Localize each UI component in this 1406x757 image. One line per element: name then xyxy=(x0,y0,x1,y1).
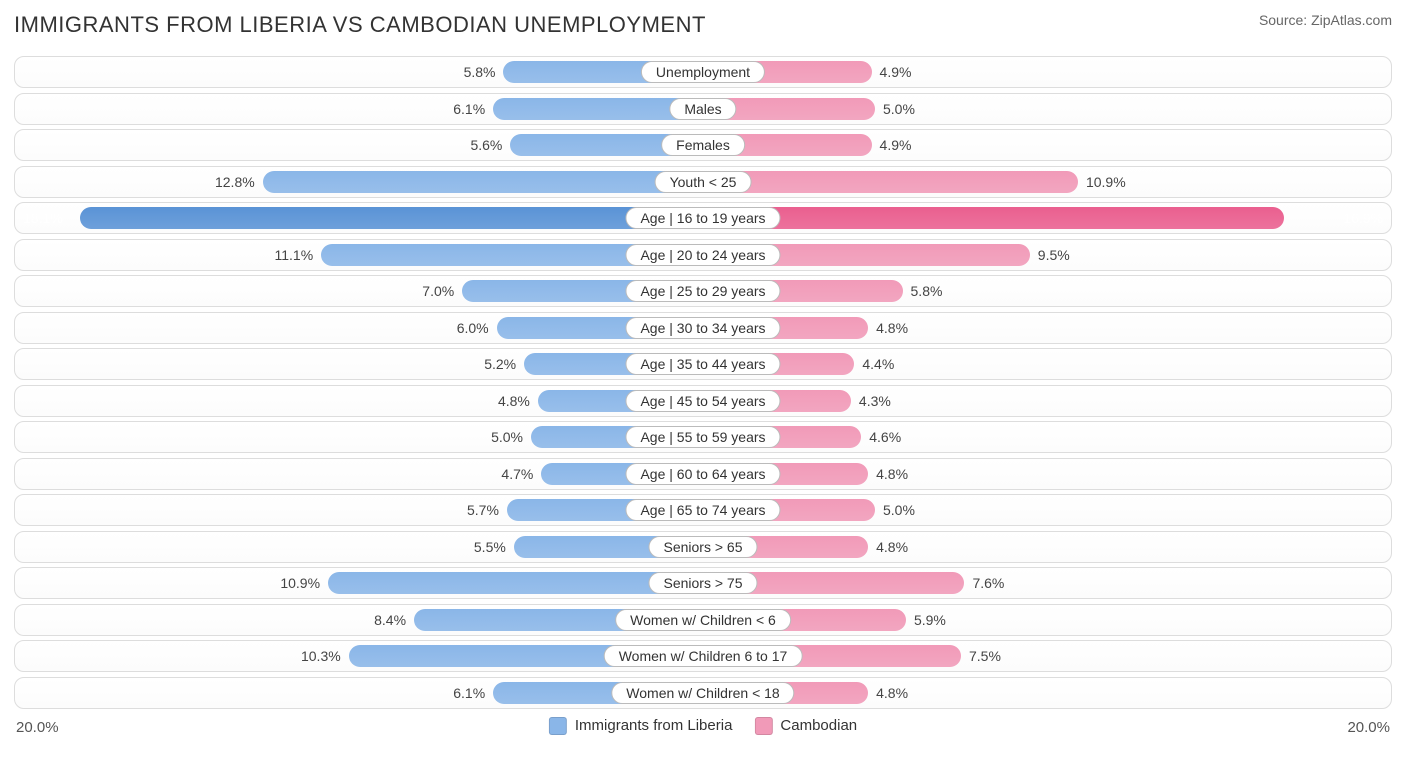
value-right: 5.8% xyxy=(903,276,943,306)
header: IMMIGRANTS FROM LIBERIA VS CAMBODIAN UNE… xyxy=(14,12,1392,38)
chart-container: IMMIGRANTS FROM LIBERIA VS CAMBODIAN UNE… xyxy=(0,0,1406,749)
category-pill: Age | 45 to 54 years xyxy=(625,390,780,412)
chart-row: 5.8% 4.9% Unemployment xyxy=(14,56,1392,88)
category-pill: Seniors > 75 xyxy=(649,572,758,594)
value-left: 6.1% xyxy=(453,678,493,708)
category-pill: Males xyxy=(669,98,736,120)
value-left: 5.8% xyxy=(464,57,504,87)
bar-left xyxy=(80,207,703,229)
chart-title: IMMIGRANTS FROM LIBERIA VS CAMBODIAN UNE… xyxy=(14,12,706,38)
category-pill: Seniors > 65 xyxy=(649,536,758,558)
value-left: 12.8% xyxy=(215,167,263,197)
axis-max-right: 20.0% xyxy=(1347,719,1390,736)
chart-row: 5.5% 4.8% Seniors > 65 xyxy=(14,531,1392,563)
chart-row: 10.9% 7.6% Seniors > 75 xyxy=(14,567,1392,599)
category-pill: Women w/ Children 6 to 17 xyxy=(604,645,803,667)
value-left: 7.0% xyxy=(422,276,462,306)
category-pill: Age | 30 to 34 years xyxy=(625,317,780,339)
chart-row: 11.1% 9.5% Age | 20 to 24 years xyxy=(14,239,1392,271)
value-left: 8.4% xyxy=(374,605,414,635)
value-left: 5.6% xyxy=(470,130,510,160)
legend-swatch-right xyxy=(754,717,772,735)
chart-row: 18.1% 16.9% Age | 16 to 19 years xyxy=(14,202,1392,234)
category-pill: Women w/ Children < 6 xyxy=(615,609,791,631)
legend-item-right: Cambodian xyxy=(754,717,857,735)
value-left: 4.7% xyxy=(501,459,541,489)
bar-left xyxy=(263,171,703,193)
category-pill: Age | 20 to 24 years xyxy=(625,244,780,266)
value-left: 10.9% xyxy=(280,568,328,598)
value-left: 5.7% xyxy=(467,495,507,525)
value-right: 7.5% xyxy=(961,641,1001,671)
value-right: 4.9% xyxy=(872,130,912,160)
legend: Immigrants from Liberia Cambodian xyxy=(549,717,857,735)
value-left: 5.5% xyxy=(474,532,514,562)
chart-row: 8.4% 5.9% Women w/ Children < 6 xyxy=(14,604,1392,636)
bar-right xyxy=(703,207,1284,229)
value-right: 4.3% xyxy=(851,386,891,416)
chart-row: 6.1% 4.8% Women w/ Children < 18 xyxy=(14,677,1392,709)
chart-row: 10.3% 7.5% Women w/ Children 6 to 17 xyxy=(14,640,1392,672)
chart-row: 6.0% 4.8% Age | 30 to 34 years xyxy=(14,312,1392,344)
axis-max-left: 20.0% xyxy=(16,719,59,736)
value-left: 6.0% xyxy=(457,313,497,343)
value-right: 4.9% xyxy=(872,57,912,87)
value-right: 10.9% xyxy=(1078,167,1126,197)
value-left: 11.1% xyxy=(275,240,322,270)
category-pill: Age | 35 to 44 years xyxy=(625,353,780,375)
category-pill: Women w/ Children < 18 xyxy=(611,682,794,704)
value-left: 6.1% xyxy=(453,94,493,124)
value-right: 7.6% xyxy=(964,568,1004,598)
chart-row: 4.8% 4.3% Age | 45 to 54 years xyxy=(14,385,1392,417)
diverging-bar-chart: 5.8% 4.9% Unemployment 6.1% 5.0% Males 5.6% 4.9… xyxy=(14,56,1392,709)
value-right: 4.8% xyxy=(868,678,908,708)
source-label: Source: xyxy=(1259,12,1307,28)
value-left: 4.8% xyxy=(498,386,538,416)
value-right: 5.9% xyxy=(906,605,946,635)
value-right: 4.8% xyxy=(868,459,908,489)
value-right: 4.4% xyxy=(854,349,894,379)
category-pill: Age | 65 to 74 years xyxy=(625,499,780,521)
category-pill: Age | 25 to 29 years xyxy=(625,280,780,302)
value-left: 10.3% xyxy=(301,641,349,671)
value-right: 5.0% xyxy=(875,94,915,124)
value-right: 16.9% xyxy=(1335,203,1383,233)
bar-left xyxy=(328,572,703,594)
value-left: 5.0% xyxy=(491,422,531,452)
bar-right xyxy=(703,171,1078,193)
category-pill: Females xyxy=(661,134,745,156)
category-pill: Age | 16 to 19 years xyxy=(625,207,780,229)
chart-row: 4.7% 4.8% Age | 60 to 64 years xyxy=(14,458,1392,490)
value-left: 18.1% xyxy=(23,203,71,233)
category-pill: Unemployment xyxy=(641,61,765,83)
chart-row: 7.0% 5.8% Age | 25 to 29 years xyxy=(14,275,1392,307)
chart-row: 5.6% 4.9% Females xyxy=(14,129,1392,161)
category-pill: Age | 55 to 59 years xyxy=(625,426,780,448)
value-right: 9.5% xyxy=(1030,240,1070,270)
category-pill: Youth < 25 xyxy=(655,171,752,193)
source-name: ZipAtlas.com xyxy=(1311,12,1392,28)
category-pill: Age | 60 to 64 years xyxy=(625,463,780,485)
legend-swatch-left xyxy=(549,717,567,735)
chart-row: 5.2% 4.4% Age | 35 to 44 years xyxy=(14,348,1392,380)
legend-label-left: Immigrants from Liberia xyxy=(575,717,733,734)
value-right: 4.8% xyxy=(868,313,908,343)
chart-row: 5.7% 5.0% Age | 65 to 74 years xyxy=(14,494,1392,526)
chart-footer: 20.0% 20.0% Immigrants from Liberia Camb… xyxy=(14,715,1392,743)
chart-row: 5.0% 4.6% Age | 55 to 59 years xyxy=(14,421,1392,453)
chart-row: 12.8% 10.9% Youth < 25 xyxy=(14,166,1392,198)
source-attribution: Source: ZipAtlas.com xyxy=(1259,12,1392,28)
value-right: 5.0% xyxy=(875,495,915,525)
value-left: 5.2% xyxy=(484,349,524,379)
value-right: 4.8% xyxy=(868,532,908,562)
chart-row: 6.1% 5.0% Males xyxy=(14,93,1392,125)
legend-item-left: Immigrants from Liberia xyxy=(549,717,733,735)
legend-label-right: Cambodian xyxy=(780,717,857,734)
value-right: 4.6% xyxy=(861,422,901,452)
